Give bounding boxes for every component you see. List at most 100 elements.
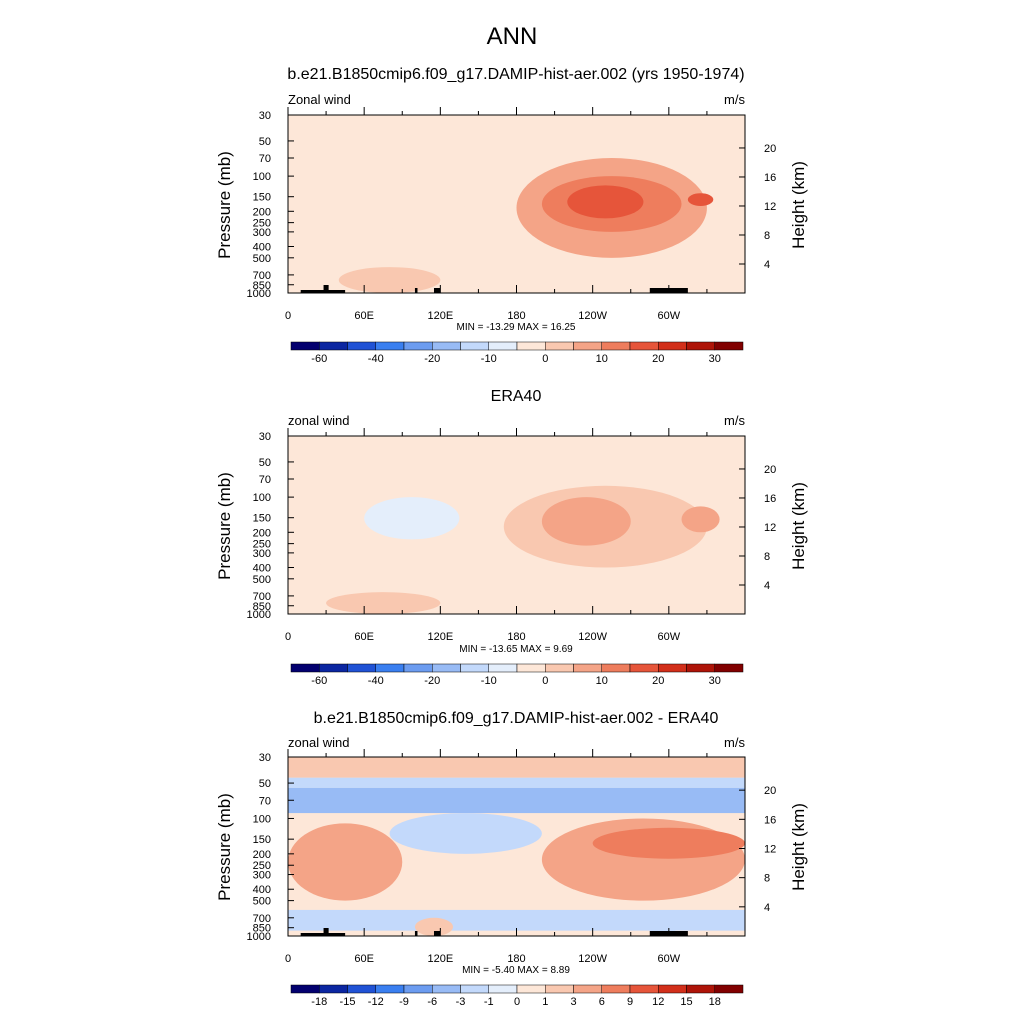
contour-blob [414,917,454,936]
colorbar-label: 30 [709,353,721,365]
colorbar-label: -10 [481,675,497,687]
colorbar-label: 30 [709,675,721,687]
y-tick-label: 100 [253,813,271,825]
contour-field [288,757,745,936]
y2-tick-label: 16 [764,814,776,826]
y2-tick-label: 16 [764,493,776,505]
x-tick-label: 180 [507,631,525,643]
panel-1-ylabel: Pressure (mb) [215,151,234,259]
colorbar-label: 10 [596,675,608,687]
colorbar-swatch [319,341,348,351]
y-tick-label: 1000 [247,931,271,943]
colorbar-label: -1 [484,996,494,1008]
colorbar-label: 15 [680,996,692,1008]
x-tick-label: 0 [285,631,291,643]
colorbar-swatch [432,663,461,673]
y-tick-label: 30 [259,752,271,764]
panel-3-y2label: Height (km) [789,803,808,891]
y-tick-label: 250 [253,860,271,872]
panel-3-left-label: zonal wind [288,735,349,750]
colorbar-swatch [375,984,405,994]
y-tick-label: 30 [259,431,271,443]
colorbar-label: -60 [311,353,327,365]
contour-band [288,757,745,778]
y2-tick-label: 20 [764,143,776,155]
contour-blob [668,588,745,612]
topography-block [433,288,441,293]
colorbar-label: -40 [368,353,384,365]
y-tick-label: 1000 [247,288,271,300]
contour-field [288,115,745,293]
y-tick-label: 200 [253,206,271,218]
colorbar-swatch [403,341,433,351]
y-tick-label: 850 [253,280,271,292]
colorbar-swatch [545,984,574,994]
colorbar-swatch [432,341,461,351]
colorbar-swatch [545,663,574,673]
y-tick-label: 700 [253,591,271,603]
colorbar-swatch [629,663,659,673]
y-tick-label: 50 [259,457,271,469]
contour-band [288,777,745,788]
colorbar-swatch [319,663,348,673]
y-tick-label: 250 [253,218,271,230]
x-tick-label: 0 [285,310,291,322]
contour-blob [541,497,631,546]
colorbar-swatch [488,984,518,994]
colorbar-swatch [686,984,715,994]
colorbar-swatch [375,663,405,673]
colorbar: -18 -15 -12 -9 -6 -3 -1 0 1 3 6 9 12 15 18 [290,984,744,1008]
y2-tick-label: 20 [764,785,776,797]
colorbar-swatch [573,663,602,673]
colorbar-label: 9 [627,996,633,1008]
y-tick-label: 400 [253,241,271,253]
colorbar-swatch [290,341,320,351]
y-tick-label: 300 [253,870,271,882]
colorbar-label: -15 [340,996,356,1008]
colorbar-swatch [686,663,715,673]
colorbar-swatch [714,984,744,994]
y2-tick-label: 4 [764,259,770,271]
colorbar-label: 6 [599,996,605,1008]
colorbar-swatch [516,984,546,994]
y2-tick-label: 8 [764,230,770,242]
y-tick-label: 70 [259,474,271,486]
colorbar-swatch [629,341,659,351]
contour-blob [338,267,441,293]
contour-blob [364,497,460,540]
y-tick-label: 200 [253,849,271,861]
colorbar-swatch [460,341,489,351]
colorbar-label: 10 [596,353,608,365]
contour-field [288,436,745,614]
topography-block [300,933,346,936]
y2-tick-label: 4 [764,580,770,592]
y2-tick-label: 16 [764,172,776,184]
colorbar-swatch [319,984,348,994]
contour-blob [516,602,619,614]
contour-band [288,909,745,931]
y2-tick-label: 12 [764,522,776,534]
panel-2-units: m/s [724,413,745,428]
colorbar-swatch [460,984,489,994]
panel-2-ylabel: Pressure (mb) [215,472,234,580]
x-tick-label: 120W [578,953,607,965]
colorbar-label: 0 [542,675,548,687]
contour-blob [300,827,377,866]
panel-1-left-label: Zonal wind [288,92,351,107]
colorbar-label: -9 [399,996,409,1008]
colorbar-label: 3 [570,996,576,1008]
x-tick-label: 60E [354,310,374,322]
panel-3-stats: MIN = -5.40 MAX = 8.89 [462,965,570,976]
x-tick-label: 60W [658,631,681,643]
x-tick-label: 120W [578,631,607,643]
panel-1-y2label: Height (km) [789,161,808,249]
colorbar-swatch [714,663,744,673]
x-tick-label: 120E [427,953,453,965]
colorbar-label: -12 [368,996,384,1008]
contour-blob [592,827,745,859]
y-tick-label: 70 [259,153,271,165]
panel-1-stats: MIN = -13.29 MAX = 16.25 [457,322,576,333]
panel-3-title: b.e21.B1850cmip6.f09_g17.DAMIP-hist-aer.… [314,710,719,727]
colorbar-label: 20 [652,353,664,365]
